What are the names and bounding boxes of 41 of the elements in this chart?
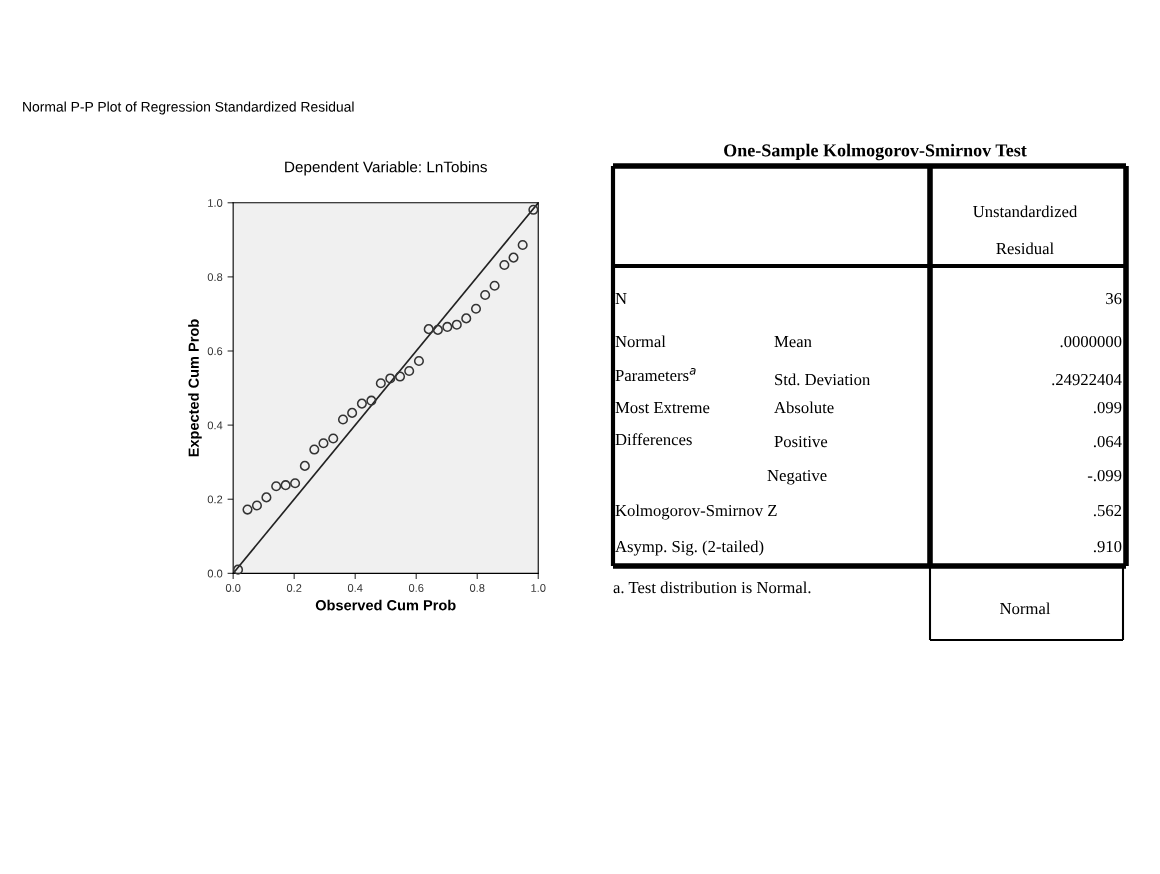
x-tick-label: 1.0	[531, 584, 546, 592]
text: -.099	[1087, 469, 1122, 482]
y-tick-label: 0.8	[207, 273, 223, 282]
text: Differences	[615, 433, 692, 446]
chart-subtitle: Dependent Variable: LnTobins	[285, 161, 487, 176]
text: N	[615, 293, 627, 305]
text: Asymp. Sig. (2-tailed)	[615, 540, 764, 556]
text: .099	[1093, 401, 1122, 414]
text: 36	[1106, 292, 1122, 305]
y-axis-title: Expected Cum Prob	[188, 319, 202, 457]
x-axis-title: Observed Cum Prob	[315, 599, 456, 611]
text: .910	[1093, 540, 1122, 553]
text: One-Sample Kolmogorov-Smirnov Test	[724, 143, 1027, 161]
text: Positive	[774, 435, 828, 448]
chart-title: Normal P-P Plot of Regression Standardized Residual	[23, 101, 354, 115]
text: Unstandardized	[973, 205, 1078, 218]
y-tick-label: 0.0	[207, 569, 223, 578]
text: Absolute	[774, 401, 834, 414]
text: Parameters$^{a}$	[615, 368, 696, 382]
text: Normal	[615, 335, 666, 348]
y-tick-label: 1.0	[208, 199, 223, 207]
y-tick-label: 0.4	[207, 421, 223, 430]
y-tick-label: 0.6	[207, 347, 223, 356]
x-tick-label: 0.6	[408, 584, 424, 592]
x-tick-label: 0.0	[225, 584, 241, 592]
text: Normal	[1000, 602, 1051, 615]
text: .562	[1093, 504, 1122, 517]
text: Std. Deviation	[775, 373, 871, 386]
text: Residual	[996, 242, 1054, 255]
text: .24922404	[1052, 373, 1122, 386]
text: Negative	[767, 469, 827, 485]
x-tick-label: 0.8	[469, 584, 485, 592]
text: Mean	[774, 336, 812, 348]
x-tick-label: 0.2	[286, 584, 302, 592]
text: Most Extreme	[615, 402, 710, 414]
text: Kolmogorov-Smirnov Z	[615, 504, 777, 520]
text: .0000000	[1060, 335, 1122, 348]
x-tick-label: 0.4	[347, 584, 363, 592]
y-tick-label: 0.2	[207, 495, 223, 504]
text: a. Test distribution is Normal.	[613, 581, 811, 594]
text: .064	[1093, 435, 1122, 448]
